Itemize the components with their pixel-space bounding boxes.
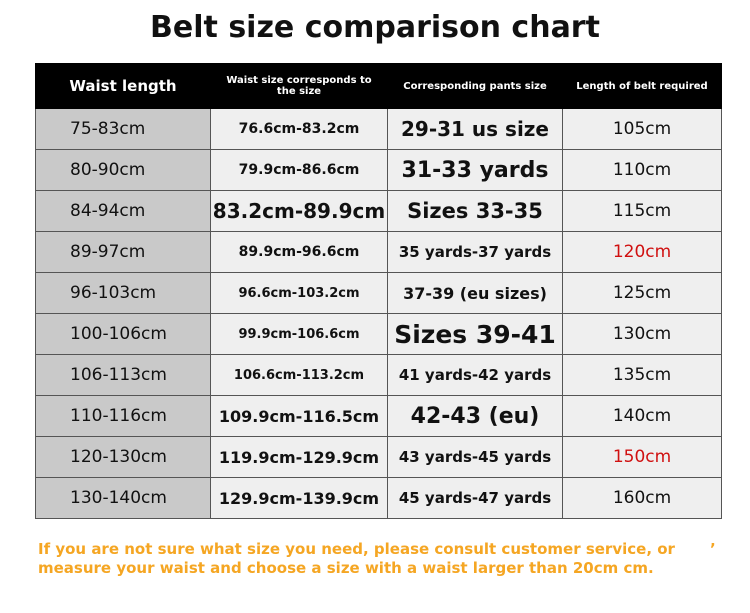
table-cell: 83.2cm-89.9cm xyxy=(210,190,388,232)
table-body: 75-83cm 76.6cm-83.2cm 29-31 us size 105cm 80… xyxy=(35,108,722,519)
table-cell: Sizes 33-35 xyxy=(387,190,563,232)
table-cell: 109.9cm-116.5cm xyxy=(210,395,388,437)
size-table: Waist length Waist size corresponds to th… xyxy=(35,63,722,519)
table-cell: 129.9cm-139.9cm xyxy=(210,477,388,519)
table-cell: 120-130cm xyxy=(35,436,211,478)
table-cell: 76.6cm-83.2cm xyxy=(210,108,388,150)
table-cell: 105cm xyxy=(562,108,722,150)
table-cell: 130cm xyxy=(562,313,722,355)
table-cell: 37-39 (eu sizes) xyxy=(387,272,563,314)
table-cell: 110cm xyxy=(562,149,722,191)
table-cell: 106-113cm xyxy=(35,354,211,396)
table-cell: Sizes 39-41 xyxy=(387,313,563,355)
table-cell: 96.6cm-103.2cm xyxy=(210,272,388,314)
table-cell: 140cm xyxy=(562,395,722,437)
table-cell: 106.6cm-113.2cm xyxy=(210,354,388,396)
footer-line: If you are not sure what size you need, … xyxy=(38,540,675,558)
table-cell: 31-33 yards xyxy=(387,149,563,191)
table-cell: 125cm xyxy=(562,272,722,314)
table-cell: 89.9cm-96.6cm xyxy=(210,231,388,273)
table-cell: 84-94cm xyxy=(35,190,211,232)
table-row: 84-94cm 83.2cm-89.9cm Sizes 33-35 115cm xyxy=(35,190,722,232)
table-cell: 41 yards-42 yards xyxy=(387,354,563,396)
table-row: 100-106cm 99.9cm-106.6cm Sizes 39-41 130cm xyxy=(35,313,722,355)
table-cell: 130-140cm xyxy=(35,477,211,519)
table-cell: 79.9cm-86.6cm xyxy=(210,149,388,191)
table-cell: 35 yards-37 yards xyxy=(387,231,563,273)
footer-mark: ’ xyxy=(710,540,716,558)
table-cell: 135cm xyxy=(562,354,722,396)
table-row: 89-97cm 89.9cm-96.6cm 35 yards-37 yards 120… xyxy=(35,231,722,273)
table-row: 75-83cm 76.6cm-83.2cm 29-31 us size 105cm xyxy=(35,108,722,150)
table-cell: 119.9cm-129.9cm xyxy=(210,436,388,478)
table-cell: 29-31 us size xyxy=(387,108,563,150)
table-row: 110-116cm 109.9cm-116.5cm 42-43 (eu) 140cm xyxy=(35,395,722,437)
table-row: 96-103cm 96.6cm-103.2cm 37-39 (eu sizes) 12… xyxy=(35,272,722,314)
header-row: Waist length Waist size corresponds to th… xyxy=(35,63,722,109)
table-row: 130-140cm 129.9cm-139.9cm 45 yards-47 yard… xyxy=(35,477,722,519)
table-cell: 115cm xyxy=(562,190,722,232)
table-cell: 43 yards-45 yards xyxy=(387,436,563,478)
footer-line: measure your waist and choose a size wit… xyxy=(38,559,654,577)
table-cell: 100-106cm xyxy=(35,313,211,355)
column-header: Length of belt required xyxy=(562,63,722,109)
table-cell: 99.9cm-106.6cm xyxy=(210,313,388,355)
table-cell: 160cm xyxy=(562,477,722,519)
table-cell: 45 yards-47 yards xyxy=(387,477,563,519)
table-cell: 110-116cm xyxy=(35,395,211,437)
column-header: Waist length xyxy=(35,63,211,109)
table-cell: 96-103cm xyxy=(35,272,211,314)
table-cell: 120cm xyxy=(562,231,722,273)
table-row: 80-90cm 79.9cm-86.6cm 31-33 yards 110cm xyxy=(35,149,722,191)
table-cell: 89-97cm xyxy=(35,231,211,273)
column-header: Waist size corresponds to the size xyxy=(210,63,388,109)
table-cell: 150cm xyxy=(562,436,722,478)
column-header: Corresponding pants size xyxy=(387,63,563,109)
table-row: 106-113cm 106.6cm-113.2cm 41 yards-42 yard… xyxy=(35,354,722,396)
table-row: 120-130cm 119.9cm-129.9cm 43 yards-45 yard… xyxy=(35,436,722,478)
table-cell: 80-90cm xyxy=(35,149,211,191)
table-cell: 42-43 (eu) xyxy=(387,395,563,437)
title: Belt size comparison chart xyxy=(150,10,600,45)
table-cell: 75-83cm xyxy=(35,108,211,150)
